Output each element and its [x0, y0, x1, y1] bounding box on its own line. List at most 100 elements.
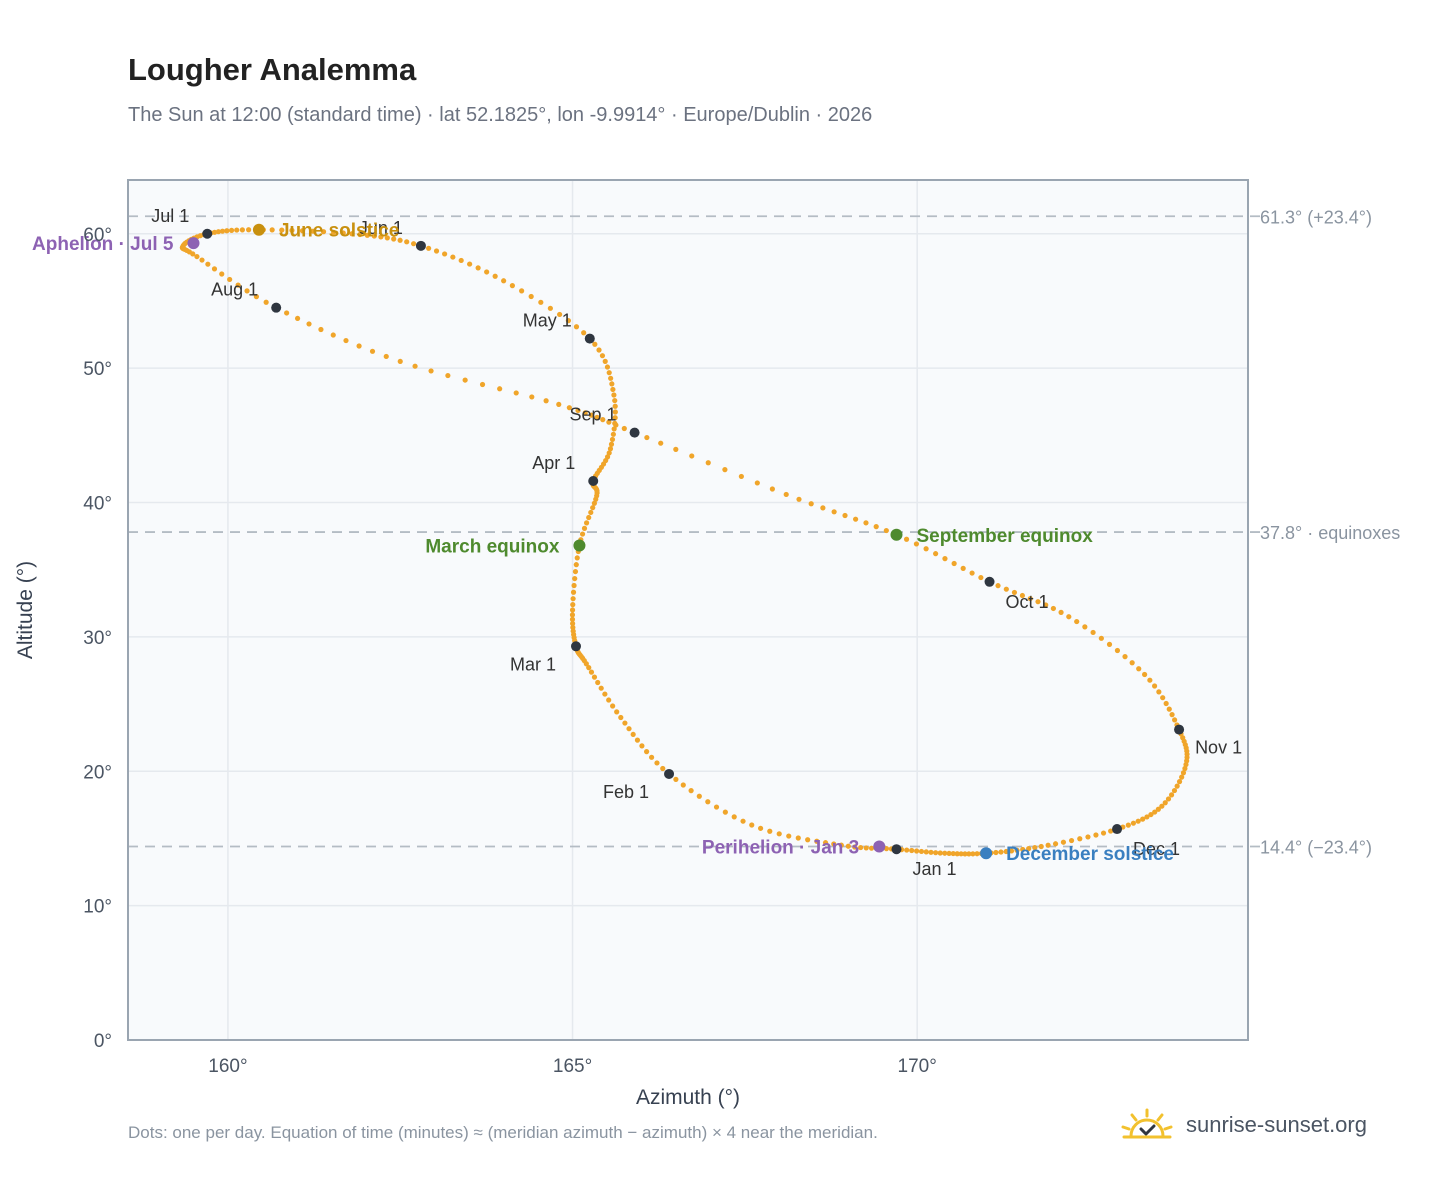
daily-dot [1165, 796, 1172, 802]
daily-dot [776, 831, 782, 837]
month-label: Sep 1 [570, 405, 617, 425]
daily-dot [928, 849, 934, 855]
daily-dot [618, 714, 624, 721]
daily-dot [513, 390, 519, 396]
month-label: Feb 1 [603, 782, 649, 802]
daily-dot [569, 616, 576, 622]
daily-dot [1162, 800, 1168, 806]
brand-link[interactable]: sunrise-sunset.org [1120, 1104, 1367, 1146]
chart-title: Lougher Analemma [128, 52, 417, 87]
daily-dot [937, 850, 943, 856]
daily-dot [227, 276, 233, 283]
daily-dot [581, 525, 588, 531]
daily-dot [1125, 822, 1131, 828]
daily-dot [570, 596, 576, 602]
daily-dot [594, 414, 600, 420]
daily-dot [909, 847, 915, 854]
daily-dot [970, 851, 976, 857]
daily-dot [622, 720, 628, 726]
month-label: Mar 1 [510, 654, 556, 674]
daily-dot [596, 347, 602, 353]
axis-ticks: 0° 10° 20° 30° 40° 50° 60° 160° 165° 170° [83, 225, 937, 1077]
daily-dot [933, 850, 939, 856]
daily-dot [219, 271, 225, 277]
daily-dot [574, 555, 580, 561]
daily-dot [547, 305, 553, 311]
month-marker [271, 302, 282, 313]
event-label: September equinox [916, 526, 1093, 547]
daily-dot [942, 850, 948, 856]
daily-dot [310, 228, 316, 234]
daily-dot [591, 674, 598, 680]
daily-dot [426, 245, 432, 251]
daily-dot [357, 231, 363, 238]
daily-dot [1171, 787, 1178, 794]
daily-dot [609, 436, 616, 443]
daily-dot [239, 227, 245, 233]
daily-dot [569, 612, 576, 618]
daily-dot [190, 251, 196, 257]
event-marker [873, 840, 886, 853]
daily-dot [1066, 614, 1072, 620]
daily-dot [1182, 765, 1188, 772]
daily-dot [660, 765, 666, 772]
daily-dot [673, 776, 679, 783]
daily-dot [397, 237, 403, 243]
daily-dot [951, 560, 957, 567]
daily-dot [1008, 848, 1015, 854]
daily-dot [538, 299, 544, 305]
daily-dot [528, 293, 534, 300]
daily-dot [199, 257, 205, 263]
daily-dot [371, 233, 377, 239]
daily-dot [946, 850, 952, 857]
daily-dot [966, 851, 972, 857]
event-marker [573, 539, 586, 552]
daily-dot [757, 825, 764, 831]
daily-dot [853, 516, 859, 522]
daily-dot [592, 341, 598, 347]
month-label: Apr 1 [532, 453, 575, 473]
daily-dot [769, 486, 775, 492]
daily-dot [1100, 830, 1107, 836]
daily-dot [933, 551, 939, 557]
daily-dot [845, 843, 851, 849]
daily-dot [571, 582, 577, 589]
daily-dot [1052, 841, 1059, 847]
daily-dot [595, 679, 601, 686]
daily-dot [590, 505, 596, 511]
daily-dot [244, 288, 250, 294]
daily-dot [607, 446, 614, 452]
daily-dot [588, 669, 595, 675]
daily-dot [1003, 586, 1009, 592]
daily-dot [868, 845, 875, 851]
daily-dot [573, 562, 579, 568]
daily-dot [658, 440, 664, 446]
daily-dot [306, 321, 312, 327]
daily-dot [356, 343, 362, 349]
daily-dot [960, 565, 966, 571]
daily-dot [639, 743, 645, 749]
daily-dot [598, 685, 604, 691]
daily-dot [462, 377, 468, 383]
daily-dot [211, 266, 218, 272]
daily-dot [294, 315, 301, 322]
daily-dot [904, 847, 910, 853]
daily-dot [570, 620, 576, 627]
daily-dot [1130, 820, 1137, 826]
daily-dot [822, 840, 829, 846]
daily-dot [404, 239, 410, 245]
daily-dot [1176, 779, 1183, 785]
daily-dot [713, 804, 720, 810]
daily-dot [954, 851, 960, 857]
daily-dot [586, 514, 592, 521]
daily-dot [1136, 666, 1142, 672]
daily-dot [450, 254, 456, 260]
daily-dot [814, 838, 820, 844]
daily-dot [740, 818, 746, 824]
daily-dot [644, 749, 650, 755]
daily-dot [831, 509, 837, 515]
daily-dot [1038, 843, 1044, 850]
daily-dot [606, 370, 612, 376]
daily-dot [820, 505, 826, 511]
daily-dot [1152, 809, 1158, 815]
